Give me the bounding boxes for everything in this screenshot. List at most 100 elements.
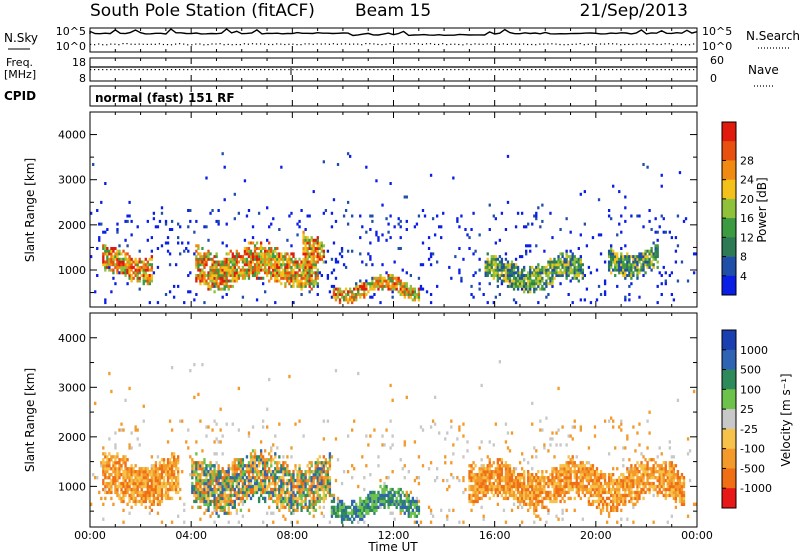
velocity-cell [247, 493, 251, 498]
velocity-cell [231, 422, 234, 426]
velocity-cell [512, 484, 516, 489]
velocity-cell [296, 487, 299, 492]
velocity-cell [156, 478, 160, 483]
power-cell [276, 252, 279, 256]
power-cell [344, 287, 348, 291]
velocity-cell [541, 499, 544, 504]
velocity-cell [367, 505, 370, 509]
nave-dot [450, 69, 452, 71]
velocity-cell [405, 490, 408, 495]
power-cell [652, 255, 655, 259]
power-cell [189, 209, 192, 212]
power-cell [177, 241, 180, 245]
power-cell [589, 271, 593, 275]
velocity-cell [288, 493, 291, 498]
power-cell [533, 279, 536, 283]
power-cell [496, 271, 500, 275]
power-cell [618, 265, 621, 269]
velocity-cell [504, 520, 508, 524]
velocity-cell [237, 467, 241, 471]
nave-dot [239, 69, 241, 71]
power-cell [393, 225, 396, 229]
power-cell [533, 290, 536, 294]
velocity-cell [130, 487, 133, 492]
nsearch-dot [393, 43, 395, 46]
velocity-cell [296, 505, 299, 509]
velocity-cell [247, 478, 251, 483]
power-cell [369, 241, 372, 245]
velocity-cell [537, 478, 540, 483]
velocity-cell [522, 473, 526, 477]
velocity-cell [205, 473, 208, 477]
velocity-cell [407, 505, 410, 509]
power-cell [603, 260, 607, 264]
power-cell [577, 274, 580, 277]
velocity-cell [328, 520, 332, 524]
velocity-cell [300, 470, 303, 474]
nsearch-dot [494, 43, 496, 45]
velocity-cell [581, 481, 584, 486]
velocity-cell [520, 467, 524, 471]
velocity-cell [486, 487, 489, 492]
velocity-cell [177, 481, 180, 486]
velocity-cell [369, 434, 372, 438]
power-cell [223, 287, 226, 291]
velocity-cell [229, 467, 232, 471]
velocity-cell [261, 496, 265, 501]
power-cell [225, 274, 228, 277]
velocity-cell [102, 502, 105, 506]
power-cell [257, 257, 261, 261]
velocity-cell [170, 470, 174, 474]
power-cell [537, 271, 540, 275]
power-cell [397, 217, 400, 221]
power-cell [438, 225, 441, 229]
power-cell [128, 200, 131, 204]
power-cell [571, 260, 574, 264]
velocity-cell [217, 478, 220, 483]
velocity-cell [154, 496, 158, 501]
nsearch-dot [114, 43, 116, 45]
velocity-cell [551, 467, 554, 471]
velocity-cell [207, 508, 210, 512]
power-cell [229, 279, 232, 283]
velocity-cell [328, 487, 332, 492]
power-cell [419, 287, 423, 291]
nave-dot [506, 69, 508, 71]
nsearch-dot [344, 43, 347, 45]
nave-dot [620, 69, 622, 71]
velocity-cell [241, 464, 245, 468]
velocity-cell [284, 473, 287, 477]
velocity-cell [516, 487, 520, 492]
velocity-cell [162, 464, 166, 468]
velocity-cell [213, 470, 216, 474]
velocity-cell [177, 467, 180, 471]
velocity-cell [264, 449, 267, 453]
power-cell [253, 268, 257, 272]
velocity-cell [567, 473, 570, 477]
velocity-cell [280, 487, 283, 492]
power-cell [235, 260, 238, 264]
velocity-cell [158, 493, 162, 498]
velocity-cell [312, 493, 315, 498]
velocity-cell [160, 520, 164, 524]
velocity-cell [280, 470, 283, 474]
velocity-cell [533, 493, 536, 498]
power-cell [231, 274, 234, 277]
velocity-cell [148, 490, 151, 495]
power-cell [223, 282, 226, 286]
velocity-cell [134, 425, 137, 429]
velocity-cell [253, 449, 257, 453]
power-cell [369, 255, 372, 259]
power-cell [371, 282, 374, 286]
power-cell [282, 276, 285, 280]
power-cell [565, 276, 568, 280]
velocity-cell [114, 490, 117, 495]
velocity-cell [193, 484, 196, 489]
power-cell [395, 282, 398, 286]
power-cell [278, 228, 281, 231]
power-cell [646, 257, 649, 261]
power-cell [381, 284, 384, 288]
velocity-cell [353, 467, 356, 471]
power-cell [253, 249, 257, 253]
power-cell [351, 290, 354, 294]
